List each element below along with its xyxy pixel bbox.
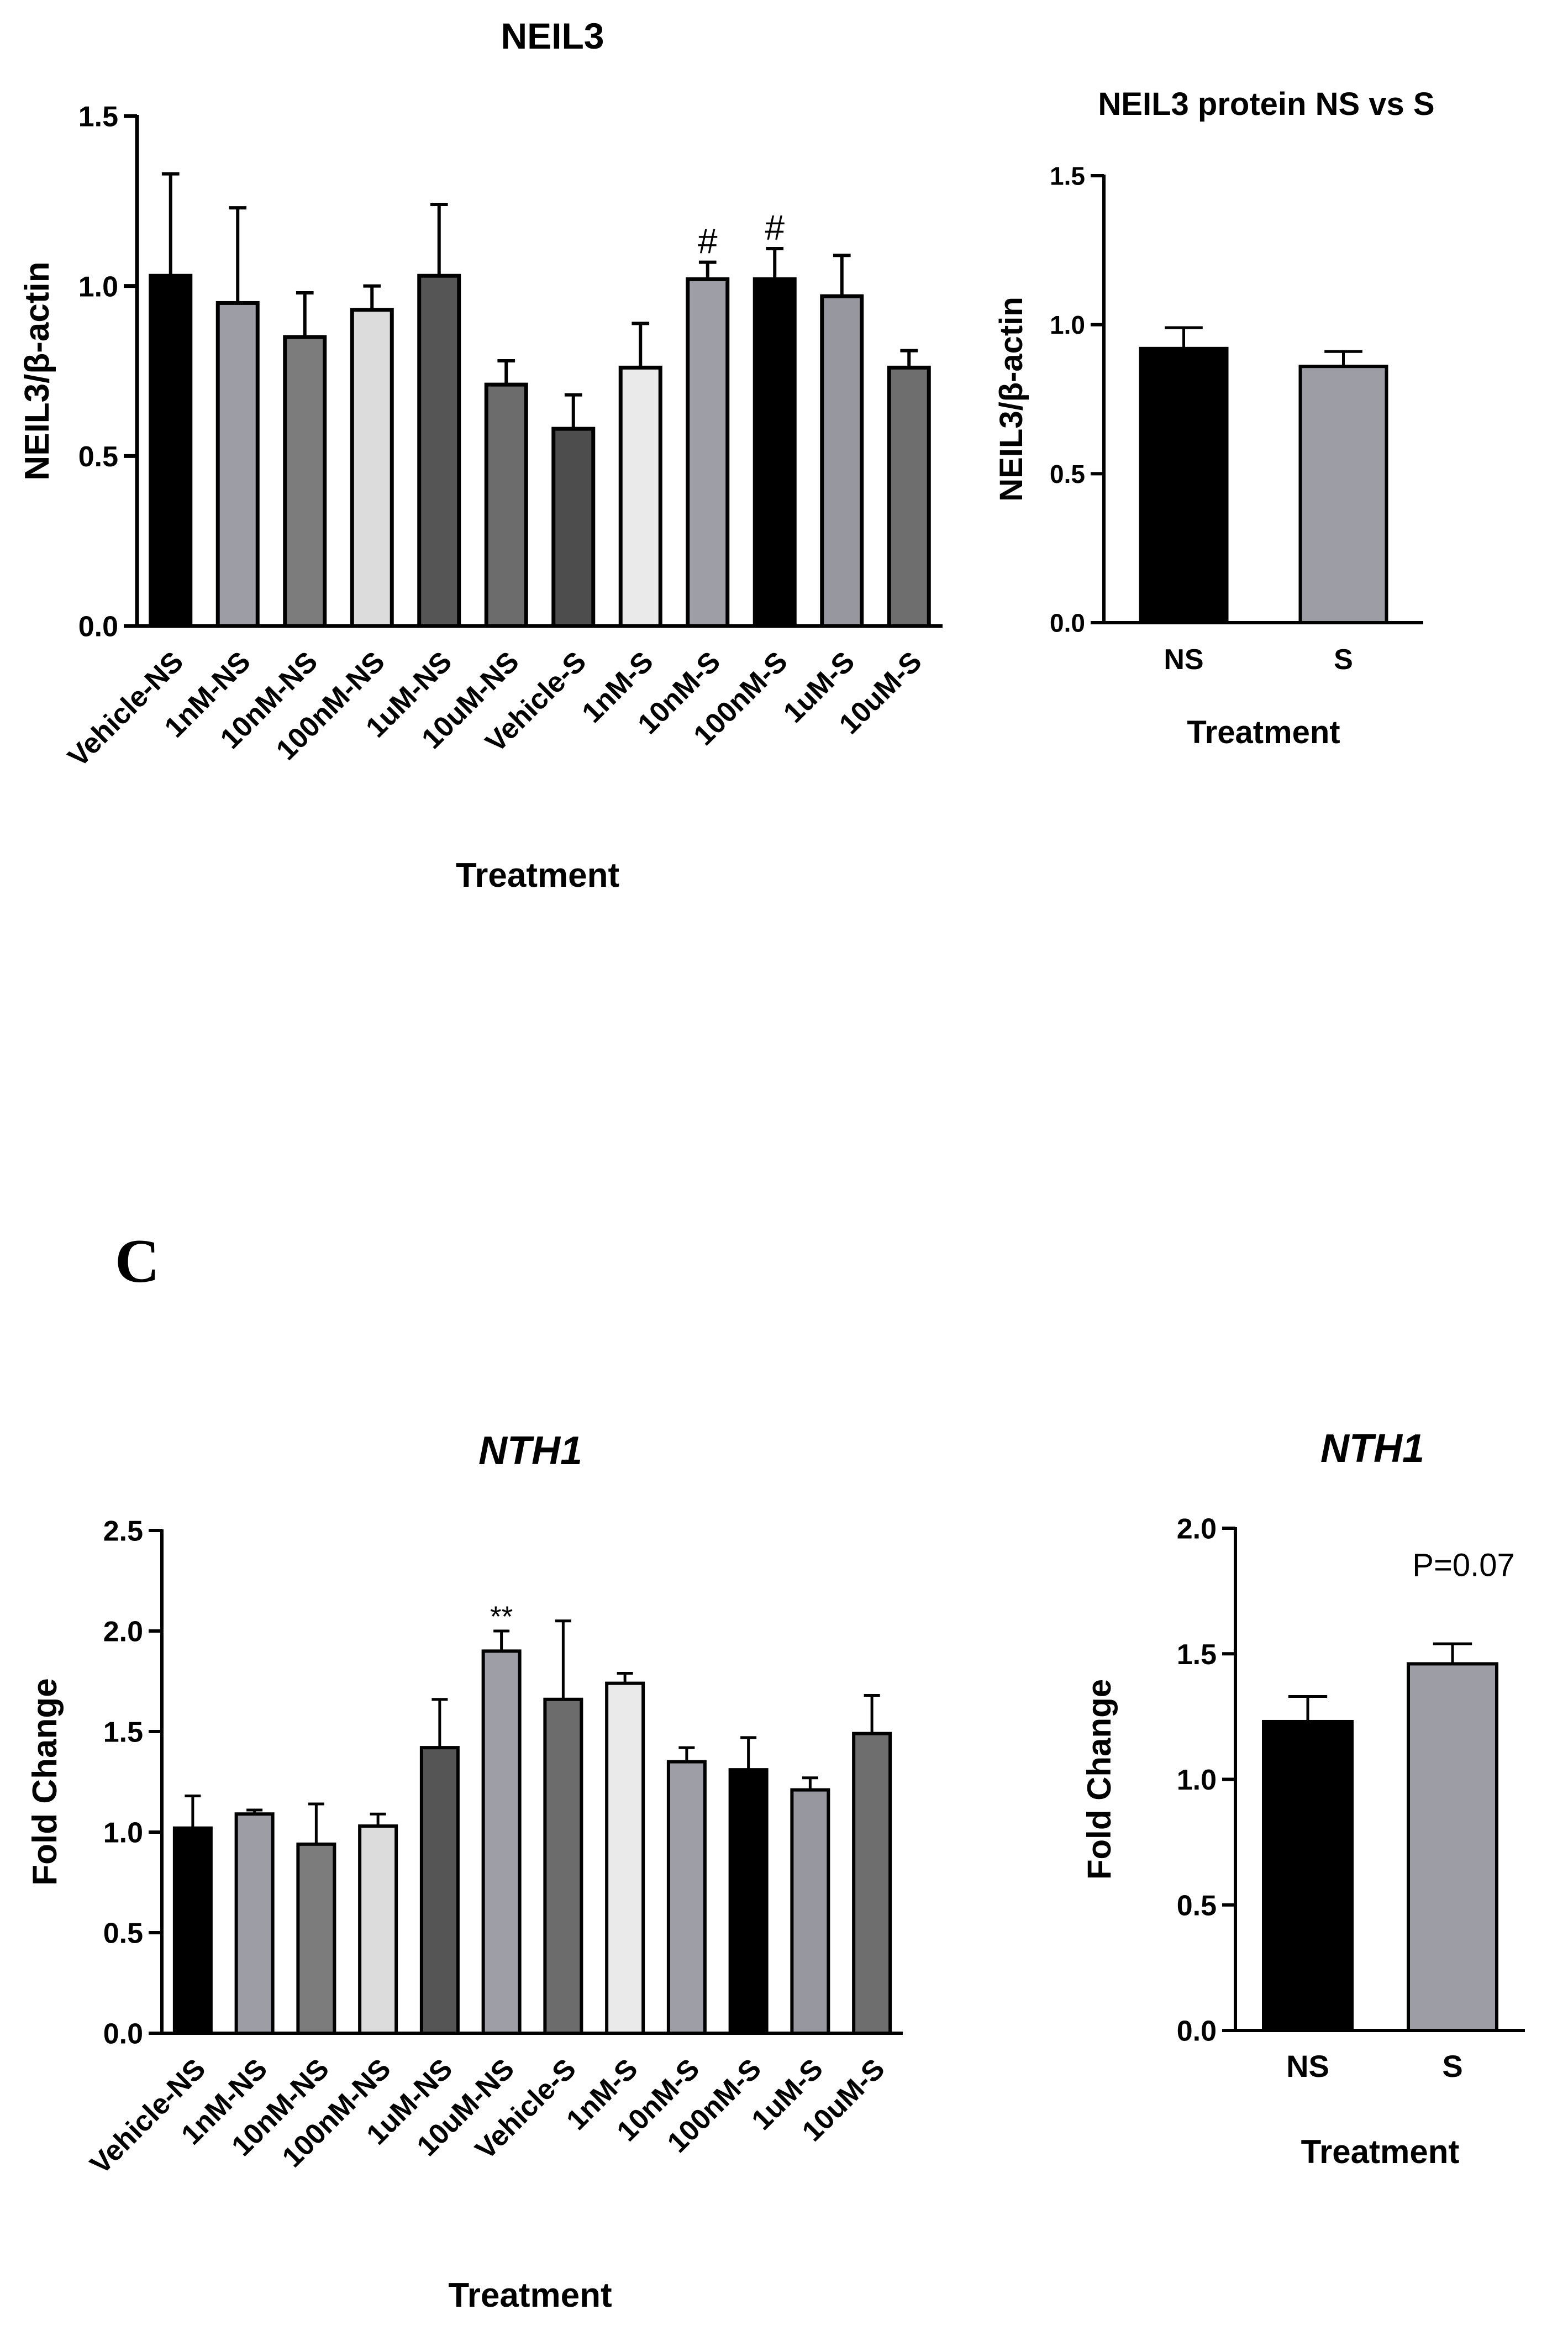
y-tick-label: 0.5 (103, 1918, 143, 1950)
bar-1uM-S (820, 294, 864, 628)
x-axis-label: Treatment (1187, 714, 1340, 750)
bar-Vehicle-S (551, 427, 596, 628)
y-tick-label: 1.5 (78, 101, 118, 133)
y-tick-label: 1.0 (1050, 311, 1085, 339)
bar-S (1407, 1662, 1498, 2032)
y-tick-label: 2.5 (103, 1516, 143, 1548)
y-axis-label: NEIL3/β-actin (993, 297, 1029, 502)
y-tick-label: 0.5 (78, 441, 118, 473)
y-tick-label: 0.5 (1050, 460, 1085, 488)
bar-S (1298, 365, 1388, 624)
y-tick-label: 0.0 (103, 2018, 143, 2050)
bar-10nM-NS (283, 335, 327, 628)
y-tick-label: 1.0 (103, 1817, 143, 1849)
bar-1uM-NS (417, 273, 461, 628)
bar-10uM-S (852, 1732, 892, 2035)
x-axis-label: Treatment (448, 2276, 612, 2314)
significance-marker: ** (490, 1601, 513, 1633)
bar-Vehicle-NS (149, 273, 193, 628)
bar-10nM-NS (296, 1842, 336, 2035)
bar-Vehicle-S (543, 1697, 583, 2035)
y-tick-label: 1.5 (1050, 162, 1085, 191)
chart-neil3-treatments: NEIL30.00.51.01.5NEIL3/β-actinVehicle-NS… (18, 15, 943, 895)
y-tick-label: 0.0 (1050, 609, 1085, 638)
y-tick-label: 0.0 (1177, 2016, 1217, 2048)
y-tick-label: 2.0 (103, 1616, 143, 1648)
bar-1nM-S (605, 1681, 645, 2035)
y-axis-label: Fold Change (26, 1678, 64, 1885)
x-tick-label: NS (1286, 2049, 1329, 2084)
y-tick-label: 1.0 (78, 271, 118, 303)
x-axis-label: Treatment (1301, 2133, 1460, 2170)
bar-1uM-S (790, 1788, 830, 2035)
y-tick-label: 1.0 (1177, 1764, 1217, 1796)
bar-100nM-S (753, 277, 797, 628)
bar-100nM-S (728, 1768, 769, 2035)
y-tick-label: 1.5 (1177, 1639, 1217, 1671)
chart-title: NEIL3 protein NS vs S (1098, 86, 1434, 122)
y-tick-label: 0.0 (78, 611, 118, 643)
x-tick-label: S (1334, 644, 1353, 676)
panel-label: C (115, 1227, 160, 1296)
bar-1uM-NS (419, 1746, 460, 2035)
chart-neil3-ns-vs-s: NEIL3 protein NS vs S 0.0 0.5 1.0 1.5 NEIL3/β… (993, 86, 1435, 750)
chart-title: NEIL3 (501, 15, 604, 56)
y-axis-label: NEIL3/β-actin (18, 261, 56, 480)
y-tick-label: 0.5 (1177, 1890, 1217, 1922)
y-tick-label: 2.0 (1177, 1513, 1217, 1545)
bar-Vehicle-NS (172, 1826, 213, 2035)
bar-1nM-NS (234, 1812, 275, 2035)
chart-title: NTH1 (1320, 1427, 1424, 1471)
y-axis-label: Fold Change (1081, 1679, 1118, 1880)
bar-100nM-NS (350, 308, 394, 628)
chart-nth1-ns-vs-s: NTH1 0.0 0.5 1.0 1.5 2.0 Fold Change NS S Treatme… (1081, 1427, 1525, 2170)
y-tick-label: 1.5 (103, 1717, 143, 1749)
bar-10nM-S (666, 1760, 707, 2035)
bar-10uM-NS (481, 1649, 522, 2035)
bar-NS (1139, 346, 1229, 625)
bar-10uM-S (887, 365, 931, 628)
significance-marker: # (698, 222, 718, 261)
bar-100nM-NS (358, 1824, 398, 2035)
x-axis-label: Treatment (456, 856, 619, 895)
x-tick-label: NS (1164, 644, 1203, 676)
bar-10nM-S (686, 277, 730, 628)
bar-10uM-NS (484, 382, 528, 628)
bar-1nM-NS (215, 301, 260, 628)
bar-NS (1262, 1719, 1354, 2033)
significance-marker: # (765, 208, 785, 248)
chart-title: NTH1 (478, 1429, 582, 1473)
x-tick-label: S (1442, 2049, 1462, 2084)
bar-1nM-S (618, 365, 662, 628)
p-value-label: P=0.07 (1412, 1547, 1514, 1583)
